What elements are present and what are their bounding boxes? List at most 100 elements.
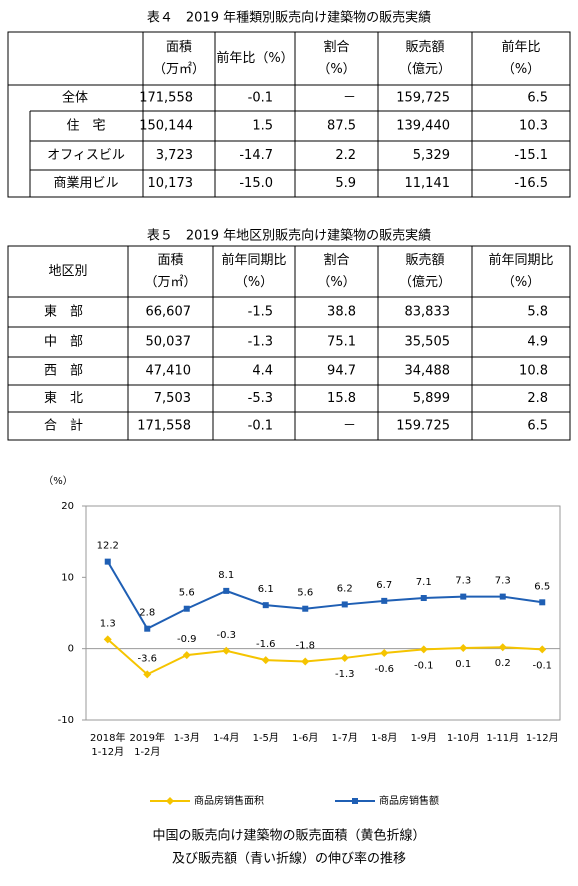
- data-label: 6.1: [258, 584, 274, 595]
- marker: [380, 648, 389, 657]
- x-tick-label: 1-3月: [174, 732, 200, 744]
- marker: [420, 595, 427, 602]
- marker: [261, 656, 270, 665]
- cell: 38.8: [327, 305, 356, 320]
- cell: 5,329: [413, 148, 450, 163]
- data-label: 0.1: [455, 659, 471, 670]
- cell: 2.8: [527, 391, 548, 406]
- marker: [381, 597, 388, 604]
- marker: [222, 646, 231, 655]
- row-label: 合 計: [44, 418, 83, 434]
- marker: [183, 605, 190, 612]
- cell: 50,037: [146, 335, 192, 350]
- marker: [103, 635, 112, 644]
- table-border: [7, 245, 571, 441]
- header-cell: 前年同期比: [221, 252, 286, 268]
- x-tick-label: 1-8月: [371, 732, 397, 744]
- cell: 2.2: [335, 148, 356, 163]
- cell: -1.3: [248, 335, 273, 350]
- marker: [499, 593, 506, 600]
- cell: 6.5: [527, 91, 548, 106]
- row-label: 住 宅: [66, 119, 105, 134]
- table-title: 表４ 2019 年種類別販売向け建築物の販売実績: [147, 10, 431, 26]
- data-label: -3.6: [137, 653, 157, 664]
- data-label: -0.1: [414, 660, 434, 671]
- header-cell: （億元）: [399, 61, 451, 77]
- data-label: -0.1: [532, 660, 552, 671]
- y-tick-label: 0: [68, 644, 74, 655]
- cell: 6.5: [527, 419, 548, 434]
- x-tick-label: 1-4月: [213, 732, 239, 744]
- header-cell: 面積: [157, 253, 183, 268]
- cell: 10.3: [519, 119, 548, 134]
- row-label: 中 部: [44, 335, 83, 350]
- cell: －: [343, 419, 356, 434]
- header-cell: （%）: [317, 275, 355, 290]
- data-label: -1.3: [335, 669, 355, 680]
- cell: 83,833: [405, 305, 451, 320]
- cell: -5.3: [248, 391, 273, 406]
- table-title: 表５ 2019 年地区別販売向け建築物の販売実績: [147, 228, 431, 244]
- marker: [223, 587, 230, 594]
- data-label: -1.8: [295, 641, 315, 652]
- header-cell: （億元）: [399, 274, 451, 290]
- data-label: 1.3: [100, 618, 116, 629]
- row-label: 西 部: [44, 364, 83, 379]
- y-axis-label: （%）: [43, 475, 73, 487]
- cell: -15.0: [239, 176, 273, 191]
- header-cell: 前年同期比: [488, 252, 553, 268]
- marker: [340, 653, 349, 662]
- data-label: 6.5: [534, 581, 550, 592]
- cell: 15.8: [327, 391, 356, 406]
- legend-marker: [166, 797, 174, 805]
- data-label: 2.8: [139, 608, 155, 619]
- header-cell: （%）: [317, 62, 355, 77]
- cell: 94.7: [327, 364, 356, 379]
- legend-marker: [352, 798, 358, 804]
- y-tick-label: 20: [61, 501, 74, 512]
- cell: -14.7: [239, 148, 273, 163]
- cell: 10.8: [519, 364, 548, 379]
- data-label: 7.1: [416, 577, 432, 588]
- cell: 47,410: [146, 364, 192, 379]
- marker: [459, 643, 468, 652]
- x-tick-label: 1-5月: [253, 732, 279, 744]
- cell: -0.1: [248, 419, 273, 434]
- marker: [182, 651, 191, 660]
- row-label: 東 北: [44, 390, 83, 406]
- marker: [143, 670, 152, 679]
- x-tick-label: 1-10月: [447, 732, 480, 744]
- header-cell: （万㎡）: [144, 275, 196, 290]
- marker: [262, 602, 269, 609]
- x-tick-label: 1-6月: [292, 732, 318, 744]
- table-border: [7, 31, 571, 198]
- marker: [302, 605, 309, 612]
- caption: 及び販売額（青い折線）の伸び率の推移: [172, 851, 406, 867]
- cell: -16.5: [514, 176, 548, 191]
- cell: 87.5: [327, 119, 356, 134]
- x-tick-label: 1-7月: [332, 732, 358, 744]
- x-tick-label: 2018年 1-12月: [90, 731, 125, 758]
- cell: 171,558: [137, 419, 191, 434]
- marker: [498, 643, 507, 652]
- cell: 5,899: [413, 391, 450, 406]
- marker: [301, 657, 310, 666]
- x-tick-label: 2019年 1-2月: [130, 731, 165, 758]
- cell: -0.1: [248, 91, 273, 106]
- x-tick-label: 1-11月: [486, 732, 519, 744]
- cell: 10,173: [148, 176, 194, 191]
- caption: 中国の販売向け建築物の販売面積（黄色折線）: [152, 828, 425, 844]
- data-label: 5.6: [297, 588, 313, 599]
- cell: 35,505: [405, 335, 451, 350]
- data-label: -0.3: [216, 630, 236, 641]
- header-cell: 割合: [323, 39, 349, 55]
- header-cell: （%）: [502, 62, 540, 77]
- cell: 66,607: [146, 305, 192, 320]
- marker: [539, 599, 546, 606]
- row-label: 東 部: [44, 304, 83, 320]
- data-label: 12.2: [97, 541, 119, 552]
- cell: 150,144: [139, 119, 193, 134]
- cell: 3,723: [156, 148, 193, 163]
- cell: 5.8: [527, 305, 548, 320]
